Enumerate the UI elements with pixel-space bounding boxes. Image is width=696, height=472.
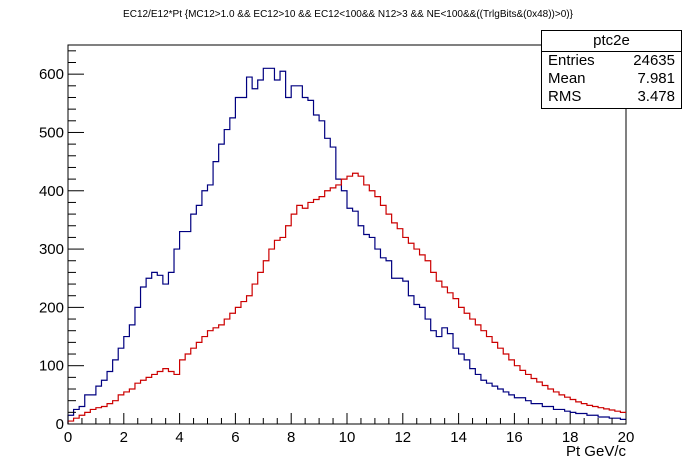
plot-frame	[67, 44, 627, 425]
y-tick-label: 200	[39, 299, 64, 316]
stats-box-name: ptc2e	[542, 31, 681, 52]
x-tick-label: 8	[287, 429, 295, 446]
x-tick-label: 16	[506, 429, 523, 446]
entries-value: 24635	[633, 52, 675, 69]
stats-box: ptc2e Entries 24635 Mean 7.981 RMS 3.478	[541, 30, 682, 109]
x-tick-label: 2	[120, 429, 128, 446]
y-tick-label: 500	[39, 124, 64, 141]
mean-value: 7.981	[637, 70, 675, 87]
rms-label: RMS	[548, 88, 582, 105]
series-layer	[67, 67, 626, 424]
y-tick-label: 0	[56, 416, 64, 433]
x-tick-label: 12	[394, 429, 411, 446]
x-tick-label: 6	[231, 429, 239, 446]
stats-row-rms: RMS 3.478	[542, 88, 681, 106]
y-tick-label: 400	[39, 183, 64, 200]
x-axis-label: Pt GeV/c	[566, 443, 627, 460]
x-tick-label: 20	[618, 429, 635, 446]
x-tick-label: 14	[450, 429, 467, 446]
chart-title: EC12/E12*Pt {MC12>1.0 && EC12>10 && EC12…	[123, 9, 574, 20]
histogram-series-2	[67, 172, 626, 424]
x-tick-label: 4	[175, 429, 183, 446]
mean-label: Mean	[548, 70, 586, 87]
x-tick-label: 10	[339, 429, 356, 446]
x-tick-label: 18	[562, 429, 579, 446]
x-tick-label: 0	[64, 429, 72, 446]
rms-value: 3.478	[637, 88, 675, 105]
stats-row-mean: Mean 7.981	[542, 70, 681, 88]
y-tick-label: 300	[39, 241, 64, 258]
y-tick-label: 600	[39, 66, 64, 83]
y-tick-label: 100	[39, 358, 64, 375]
entries-label: Entries	[548, 52, 595, 69]
stats-row-entries: Entries 24635	[542, 52, 681, 70]
